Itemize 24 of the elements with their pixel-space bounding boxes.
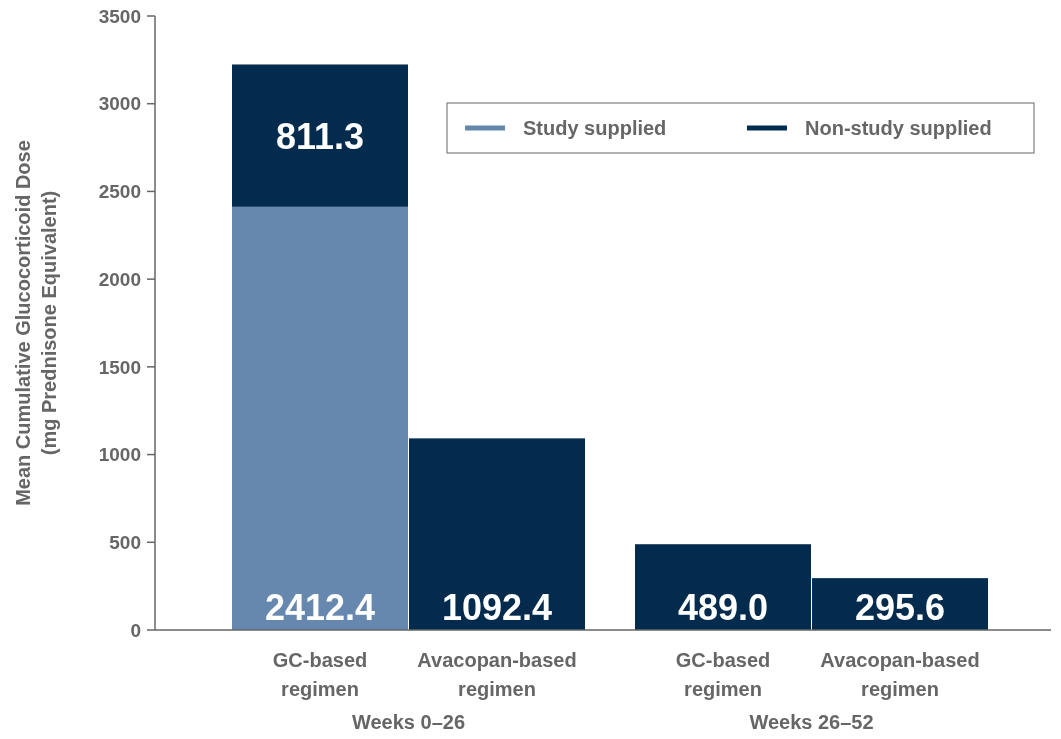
legend-label: Non-study supplied	[805, 117, 992, 139]
y-axis-title: Mean Cumulative Glucocorticoid Dose (mg Prednisone Equivalent)	[12, 140, 60, 506]
legend-label: Study supplied	[523, 117, 667, 139]
text: Weeks 26–52	[749, 711, 874, 733]
x-tick-label: Avacopan-based regimen	[417, 649, 577, 700]
text: Weeks 0–26	[351, 711, 466, 733]
y-tick-label: 3500	[98, 5, 141, 27]
y-tick-label: 0	[130, 619, 141, 641]
y-tick-label: 500	[109, 531, 141, 553]
data-label: 1092.4	[441, 587, 553, 628]
x-tick-label: GC-based regimen	[272, 649, 368, 700]
bar	[232, 206, 408, 630]
data-label: 2412.4	[264, 587, 376, 628]
x-tick-label: GC-based regimen	[675, 649, 771, 700]
y-tick-label: 2500	[98, 181, 141, 203]
x-tick-label: Avacopan-based regimen	[820, 649, 980, 700]
y-tick-label: 1000	[98, 444, 141, 466]
data-label: 295.6	[854, 587, 946, 628]
y-tick-label: 1500	[98, 356, 141, 378]
y-tick-label: 2000	[98, 268, 141, 290]
bar	[232, 64, 408, 207]
data-label: 811.3	[275, 115, 365, 157]
data-label: 489.0	[677, 587, 769, 628]
y-tick-label: 3000	[98, 93, 141, 115]
